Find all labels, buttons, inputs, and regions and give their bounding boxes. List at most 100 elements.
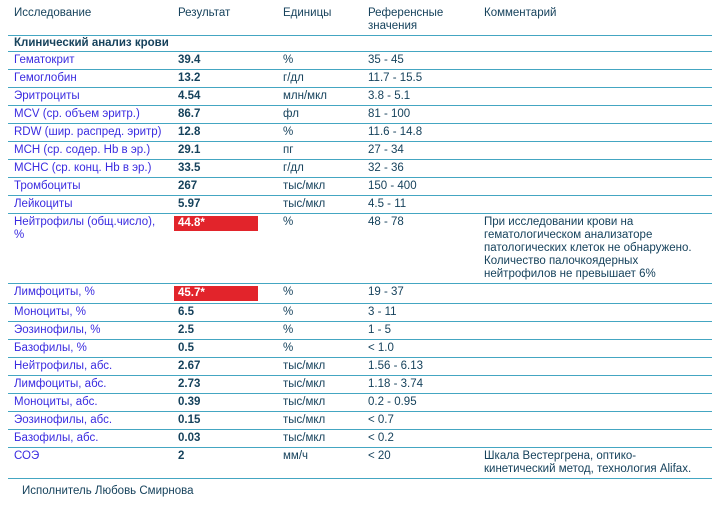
table-row: Эозинофилы, % 2.5 % 1 - 5 [8,321,712,340]
comment-value [478,69,712,88]
table-row: RDW (шир. распред. эритр) 12.8 % 11.6 - … [8,123,712,142]
units-value: тыс/мкл [277,429,362,448]
units-value: % [277,213,362,284]
test-name-link[interactable]: Гемоглобин [8,69,172,88]
test-name-link[interactable]: Моноциты, абс. [8,393,172,412]
table-row: Нейтрофилы, абс. 2.67 тыс/мкл 1.56 - 6.1… [8,357,712,376]
reference-value: 1.56 - 6.13 [362,357,478,376]
table-row: Гематокрит 39.4 % 35 - 45 [8,51,712,70]
result-value: 13.2 [178,72,201,84]
comment-value [478,51,712,70]
reference-value: 81 - 100 [362,105,478,124]
test-name-link[interactable]: RDW (шир. распред. эритр) [8,123,172,142]
column-header-units: Единицы [277,2,362,36]
reference-value: 4.5 - 11 [362,195,478,214]
test-name-link[interactable]: MCH (ср. содер. Hb в эр.) [8,141,172,160]
units-value: тыс/мкл [277,411,362,430]
results-table: Исследование Результат Единицы Референсн… [8,2,712,479]
table-row: Лимфоциты, абс. 2.73 тыс/мкл 1.18 - 3.74 [8,375,712,394]
table-row: Базофилы, абс. 0.03 тыс/мкл < 0.2 [8,429,712,448]
test-name-link[interactable]: Моноциты, % [8,303,172,322]
table-row: MCHC (ср. конц. Hb в эр.) 33.5 г/дл 32 -… [8,159,712,178]
result-value: 2.67 [178,360,201,372]
reference-value: 1.18 - 3.74 [362,375,478,394]
table-row: СОЭ 2 мм/ч < 20 Шкала Вестергрена, оптик… [8,447,712,479]
result-value: 5.97 [178,198,201,210]
result-value: 0.5 [178,342,194,354]
result-value: 0.03 [178,432,201,444]
test-name-link[interactable]: Лимфоциты, абс. [8,375,172,394]
comment-value [478,105,712,124]
column-header-test: Исследование [8,2,172,36]
test-name-link[interactable]: Базофилы, абс. [8,429,172,448]
comment-value: Шкала Вестергрена, оптико-кинетический м… [478,447,712,479]
test-name-link[interactable]: Эозинофилы, абс. [8,411,172,430]
lab-report: Исследование Результат Единицы Референсн… [8,2,712,497]
reference-value: < 1.0 [362,339,478,358]
table-row: MCV (ср. объем эритр.) 86.7 фл 81 - 100 [8,105,712,124]
comment-value [478,303,712,322]
reference-value: 19 - 37 [362,283,478,304]
comment-value [478,339,712,358]
reference-value: 150 - 400 [362,177,478,196]
comment-value [478,159,712,178]
reference-value: 48 - 78 [362,213,478,284]
test-name-link[interactable]: Нейтрофилы, абс. [8,357,172,376]
result-value: 29.1 [178,144,201,156]
results-body: Клинический анализ крови Гематокрит 39.4… [8,35,712,479]
test-name-link[interactable]: Лимфоциты, % [8,283,172,304]
units-value: тыс/мкл [277,393,362,412]
reference-value: < 0.2 [362,429,478,448]
units-value: % [277,339,362,358]
test-name-link[interactable]: Лейкоциты [8,195,172,214]
test-name-link[interactable]: СОЭ [8,447,172,479]
result-value: 0.39 [178,396,201,408]
reference-value: < 0.7 [362,411,478,430]
comment-value [478,375,712,394]
section-title: Клинический анализ крови [8,35,712,52]
test-name-link[interactable]: Нейтрофилы (общ.число), % [8,213,172,284]
units-value: % [277,283,362,304]
test-name-link[interactable]: Базофилы, % [8,339,172,358]
comment-value [478,321,712,340]
column-header-reference: Референсные значения [362,2,478,36]
comment-value [478,357,712,376]
units-value: % [277,303,362,322]
section-row: Клинический анализ крови [8,35,712,52]
executor-line: Исполнитель Любовь Смирнова [22,485,194,497]
comment-value [478,177,712,196]
table-row: Базофилы, % 0.5 % < 1.0 [8,339,712,358]
units-value: тыс/мкл [277,195,362,214]
test-name-link[interactable]: MCV (ср. объем эритр.) [8,105,172,124]
result-value: 86.7 [178,108,201,120]
test-name-link[interactable]: Гематокрит [8,51,172,70]
reference-value: 1 - 5 [362,321,478,340]
test-name-link[interactable]: MCHC (ср. конц. Hb в эр.) [8,159,172,178]
comment-value [478,283,712,304]
result-value: 0.15 [178,414,201,426]
reference-value: 32 - 36 [362,159,478,178]
header-row: Исследование Результат Единицы Референсн… [8,2,712,36]
test-name-link[interactable]: Эритроциты [8,87,172,106]
test-name-link[interactable]: Эозинофилы, % [8,321,172,340]
units-value: тыс/мкл [277,357,362,376]
table-row: Лейкоциты 5.97 тыс/мкл 4.5 - 11 [8,195,712,214]
table-row: Моноциты, % 6.5 % 3 - 11 [8,303,712,322]
table-row: Нейтрофилы (общ.число), % 44.8* % 48 - 7… [8,213,712,284]
comment-value [478,141,712,160]
reference-value: 11.6 - 14.8 [362,123,478,142]
table-row: Эозинофилы, абс. 0.15 тыс/мкл < 0.7 [8,411,712,430]
comment-value [478,411,712,430]
units-value: г/дл [277,69,362,88]
reference-value: 27 - 34 [362,141,478,160]
column-header-comment: Комментарий [478,2,712,36]
result-value: 2 [178,450,185,462]
result-value: 2.5 [178,324,194,336]
result-value: 4.54 [178,90,201,102]
result-value: 39.4 [178,54,201,66]
column-header-result: Результат [172,2,277,36]
test-name-link[interactable]: Тромбоциты [8,177,172,196]
units-value: % [277,123,362,142]
result-value: 267 [178,180,198,192]
units-value: тыс/мкл [277,375,362,394]
